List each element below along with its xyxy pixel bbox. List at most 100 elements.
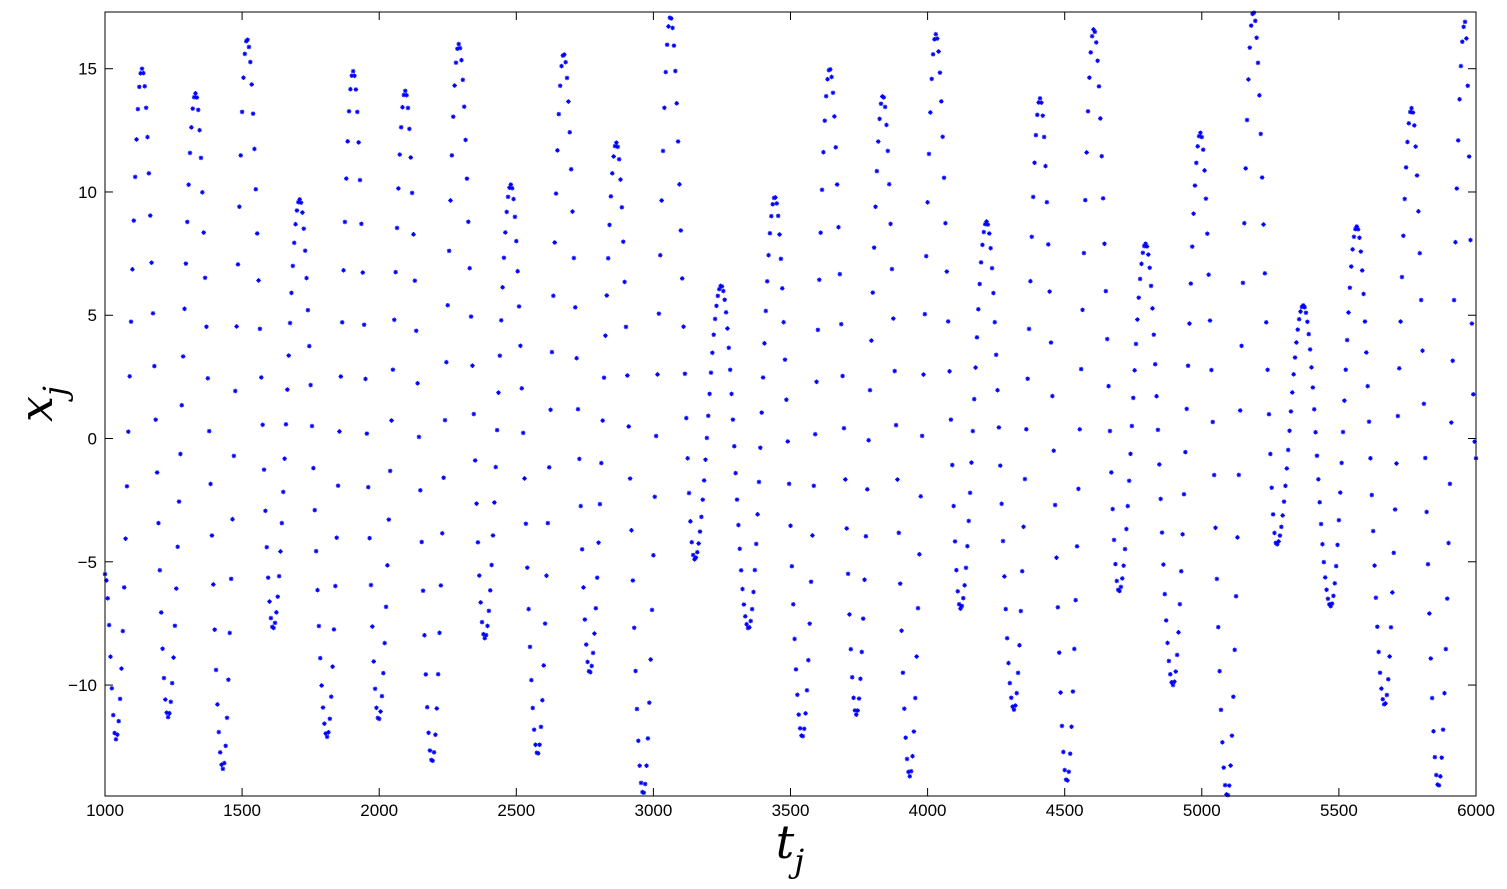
data-point xyxy=(830,90,836,96)
data-point xyxy=(1324,587,1329,593)
data-point xyxy=(1362,319,1368,324)
data-point xyxy=(232,388,238,394)
data-point xyxy=(936,49,941,54)
data-point xyxy=(492,500,497,505)
data-point xyxy=(611,154,616,159)
data-point xyxy=(716,286,722,292)
data-point xyxy=(963,565,969,571)
data-point xyxy=(655,372,660,377)
data-point xyxy=(1047,289,1052,294)
data-point xyxy=(819,187,825,193)
data-point xyxy=(328,694,334,700)
data-point xyxy=(520,430,526,436)
data-point xyxy=(127,374,132,379)
data-point xyxy=(686,490,692,496)
data-point xyxy=(138,70,143,76)
data-point xyxy=(1398,319,1403,324)
data-point xyxy=(1374,624,1380,630)
data-point xyxy=(556,111,562,117)
data-point xyxy=(1453,239,1458,245)
data-point xyxy=(1417,250,1423,256)
data-point xyxy=(134,137,139,142)
data-point xyxy=(1214,576,1220,582)
data-point xyxy=(885,148,891,154)
data-point xyxy=(1065,778,1070,783)
data-point xyxy=(1126,478,1132,484)
data-point xyxy=(1262,271,1268,276)
data-point xyxy=(1122,546,1128,552)
x-tick-label: 1000 xyxy=(86,801,124,820)
data-point xyxy=(660,148,666,154)
data-point xyxy=(1454,186,1460,191)
data-point xyxy=(248,59,253,65)
data-point xyxy=(519,386,525,391)
data-point xyxy=(183,261,189,266)
data-point xyxy=(216,729,222,735)
data-point xyxy=(124,484,130,489)
data-point xyxy=(1074,544,1080,549)
data-point xyxy=(1355,227,1361,232)
data-point xyxy=(896,530,902,536)
data-point xyxy=(1439,755,1445,760)
data-point xyxy=(763,308,769,314)
y-tick-label: −10 xyxy=(68,676,97,695)
data-point xyxy=(664,42,670,48)
data-point xyxy=(954,567,959,573)
data-point xyxy=(666,24,671,29)
data-point xyxy=(126,429,131,434)
data-point xyxy=(1080,307,1085,313)
data-point xyxy=(603,333,608,338)
data-point xyxy=(461,104,467,109)
data-point xyxy=(1140,250,1146,256)
data-point xyxy=(514,238,519,244)
data-point xyxy=(1402,196,1408,202)
data-point xyxy=(1098,116,1103,121)
data-point xyxy=(914,654,919,659)
data-point xyxy=(1311,407,1317,412)
data-point xyxy=(1421,401,1427,407)
data-point xyxy=(1361,291,1366,297)
data-point xyxy=(1067,751,1073,757)
data-point xyxy=(926,151,932,157)
data-point xyxy=(884,122,889,128)
data-point xyxy=(546,465,552,470)
data-point xyxy=(1272,530,1277,536)
data-point xyxy=(958,606,963,611)
data-point xyxy=(670,25,675,31)
data-point xyxy=(234,324,239,329)
data-point xyxy=(357,177,363,183)
data-point xyxy=(752,567,758,573)
data-point xyxy=(759,410,765,415)
data-point xyxy=(330,664,335,669)
data-point xyxy=(1348,264,1354,269)
data-point xyxy=(1392,507,1398,512)
data-point xyxy=(272,620,278,626)
data-point xyxy=(368,582,374,588)
data-point xyxy=(566,99,571,104)
data-point xyxy=(1269,485,1275,491)
y-tick-label: 10 xyxy=(78,183,97,202)
data-point xyxy=(1466,154,1472,159)
data-point xyxy=(371,659,377,664)
data-point xyxy=(786,481,792,487)
data-point xyxy=(1239,343,1244,349)
data-point xyxy=(164,710,169,715)
data-point xyxy=(875,139,881,144)
data-point xyxy=(1135,317,1140,322)
data-point xyxy=(1043,163,1048,169)
data-point xyxy=(1335,542,1340,548)
data-point xyxy=(493,464,499,470)
data-point xyxy=(1082,197,1088,203)
data-point xyxy=(934,36,940,41)
data-point xyxy=(1110,506,1115,512)
data-point xyxy=(1194,160,1199,166)
data-point xyxy=(1006,660,1011,666)
data-point xyxy=(1396,366,1402,371)
data-point xyxy=(1091,27,1096,32)
data-point xyxy=(657,252,663,258)
data-point xyxy=(472,458,478,463)
data-point xyxy=(1248,23,1254,28)
data-point xyxy=(470,363,475,368)
data-point xyxy=(707,391,712,397)
data-point xyxy=(749,606,755,612)
